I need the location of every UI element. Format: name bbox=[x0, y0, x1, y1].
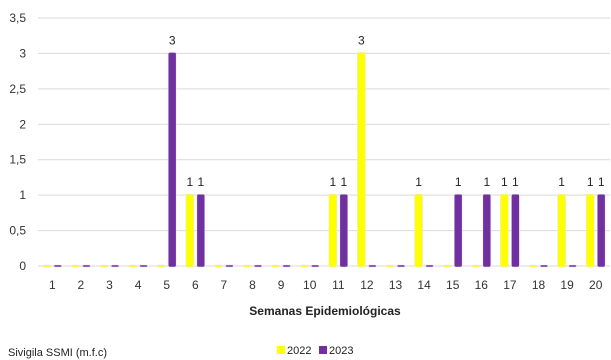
data-label: 1 bbox=[483, 175, 490, 189]
x-tick-label: 17 bbox=[503, 278, 517, 292]
bar-2022-week-11 bbox=[328, 193, 338, 268]
bar-2023-week-19 bbox=[568, 264, 577, 268]
bar-2023-week-4 bbox=[139, 264, 148, 268]
bar-2022-week-1 bbox=[42, 264, 52, 268]
x-tick-label: 19 bbox=[560, 278, 574, 292]
bar-2022-week-19 bbox=[557, 193, 566, 268]
y-tick-label: 2,5 bbox=[9, 82, 26, 96]
data-label: 1 bbox=[512, 175, 519, 189]
y-tick-label: 1,5 bbox=[9, 153, 26, 167]
bar-2022-week-4 bbox=[128, 264, 137, 268]
bar-2022-week-10 bbox=[299, 264, 309, 268]
bar-2023-week-17 bbox=[511, 193, 520, 268]
gridlines bbox=[38, 17, 610, 267]
legend: 2022 2023 bbox=[277, 345, 353, 357]
bar-2023-week-9 bbox=[282, 264, 291, 268]
x-tick-label: 13 bbox=[389, 278, 403, 292]
bar-2022-week-13 bbox=[385, 264, 395, 268]
bar-2022-week-15 bbox=[442, 264, 452, 268]
bar-2023-week-10 bbox=[310, 264, 320, 268]
data-label: 1 bbox=[558, 175, 565, 189]
legend-label: 2023 bbox=[329, 345, 353, 357]
bar-2023-week-6 bbox=[196, 193, 206, 268]
x-tick-label: 12 bbox=[360, 278, 374, 292]
bar-2023-week-13 bbox=[396, 264, 406, 268]
bar-2022-week-2 bbox=[71, 264, 80, 268]
bar-2022-week-14 bbox=[414, 193, 423, 268]
source-note: Sivigila SSMI (m.f.c) bbox=[8, 347, 107, 359]
bar-2023-week-15 bbox=[453, 193, 463, 268]
y-axis-ticks: 0 0,5 1 1,5 2 2,5 3 3,5 bbox=[9, 11, 26, 273]
bar-2023-week-16 bbox=[482, 193, 492, 268]
bar-2023-week-11 bbox=[339, 193, 349, 268]
y-tick-label: 0 bbox=[19, 259, 26, 273]
data-labels: 31 1 1 131 1 1 1 1 1 1 1 bbox=[169, 33, 605, 189]
bar-2022-week-9 bbox=[271, 264, 280, 268]
x-axis-title: Semanas Epidemiológicas bbox=[249, 304, 401, 318]
data-label: 1 bbox=[329, 175, 336, 189]
data-label: 1 bbox=[501, 175, 508, 189]
x-tick-label: 6 bbox=[192, 278, 199, 292]
bar-2022-week-6 bbox=[185, 193, 195, 268]
x-tick-label: 2 bbox=[78, 278, 85, 292]
bar-2023-week-18 bbox=[539, 264, 549, 268]
bar-2022-week-3 bbox=[99, 264, 109, 268]
data-label: 3 bbox=[169, 33, 176, 47]
bar-2022-week-7 bbox=[214, 264, 223, 268]
bar-2023-week-5 bbox=[167, 52, 177, 268]
bar-2022-week-16 bbox=[471, 264, 481, 268]
bar-2022-week-5 bbox=[156, 264, 166, 268]
x-axis-ticks: 1 2 3 4 5 6 7 8 9 10 11 12 13 14 15 16 17 18 19 20 bbox=[49, 278, 603, 292]
bar-2023-week-1 bbox=[53, 264, 63, 268]
bar-2023-week-3 bbox=[110, 264, 120, 268]
bars bbox=[42, 52, 606, 268]
data-label: 1 bbox=[587, 175, 594, 189]
bar-2023-week-7 bbox=[225, 264, 234, 268]
x-tick-label: 14 bbox=[417, 278, 431, 292]
bar-2023-week-2 bbox=[82, 264, 91, 268]
bar-2023-week-20 bbox=[596, 193, 606, 268]
x-tick-label: 10 bbox=[303, 278, 317, 292]
data-label: 1 bbox=[455, 175, 462, 189]
bar-2022-week-18 bbox=[528, 264, 538, 268]
x-tick-label: 11 bbox=[332, 278, 345, 292]
legend-swatch-2023 bbox=[319, 346, 327, 354]
bar-2022-week-12 bbox=[357, 52, 366, 268]
data-label: 1 bbox=[415, 175, 422, 189]
legend-swatch-2022 bbox=[277, 346, 285, 354]
x-tick-label: 3 bbox=[106, 278, 113, 292]
x-tick-label: 7 bbox=[221, 278, 228, 292]
x-tick-label: 8 bbox=[249, 278, 256, 292]
data-label: 1 bbox=[197, 175, 204, 189]
x-tick-label: 20 bbox=[589, 278, 603, 292]
y-tick-label: 1 bbox=[19, 188, 26, 202]
bar-2022-week-17 bbox=[500, 193, 509, 268]
y-tick-label: 2 bbox=[19, 117, 26, 131]
x-tick-label: 9 bbox=[278, 278, 285, 292]
legend-label: 2022 bbox=[287, 345, 311, 357]
data-label: 1 bbox=[340, 175, 347, 189]
y-tick-label: 0,5 bbox=[9, 224, 26, 238]
bar-2022-week-20 bbox=[585, 193, 595, 268]
y-tick-label: 3,5 bbox=[9, 11, 26, 25]
y-tick-label: 3 bbox=[19, 46, 26, 60]
data-label: 3 bbox=[358, 33, 365, 47]
x-tick-label: 16 bbox=[475, 278, 489, 292]
bar-2023-week-14 bbox=[425, 264, 434, 268]
bar-2022-week-8 bbox=[242, 264, 252, 268]
x-tick-label: 5 bbox=[163, 278, 170, 292]
x-tick-label: 1 bbox=[49, 278, 56, 292]
x-tick-label: 18 bbox=[532, 278, 546, 292]
bar-2023-week-12 bbox=[368, 264, 377, 268]
x-tick-label: 4 bbox=[135, 278, 142, 292]
x-tick-label: 15 bbox=[446, 278, 460, 292]
bar-2023-week-8 bbox=[253, 264, 263, 268]
data-label: 1 bbox=[186, 175, 193, 189]
data-label: 1 bbox=[598, 175, 605, 189]
